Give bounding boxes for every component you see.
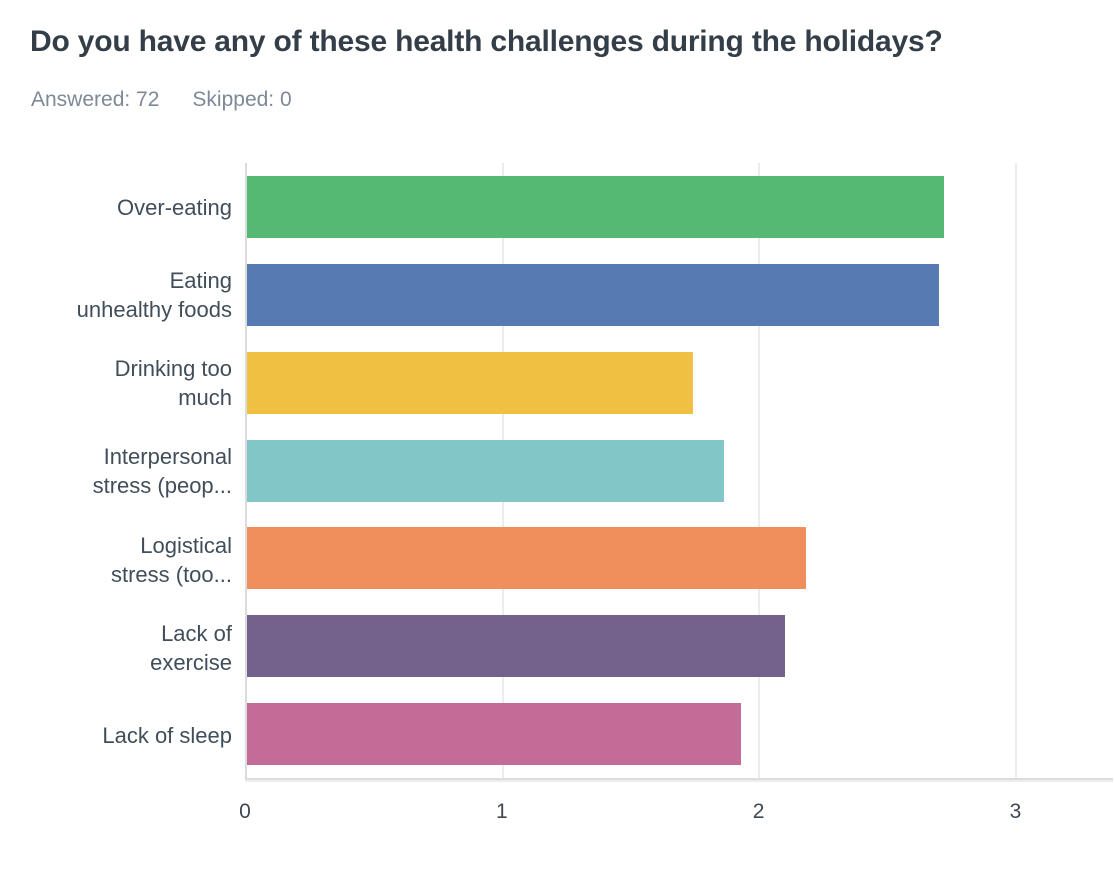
category-label: Drinking too much bbox=[0, 339, 232, 427]
category-label-text: Lack of exercise bbox=[150, 620, 232, 675]
answered-count: Answered: 72 bbox=[31, 88, 160, 111]
bar bbox=[247, 175, 944, 238]
category-label: Lack of sleep bbox=[0, 692, 232, 780]
bar-row bbox=[247, 602, 1113, 690]
x-axis-ticks: 0 1 2 3 bbox=[239, 800, 1113, 830]
category-label: Lack of exercise bbox=[0, 604, 232, 692]
bar-row bbox=[247, 427, 1113, 515]
bar-row bbox=[247, 163, 1113, 251]
category-label: Over-eating bbox=[0, 163, 232, 251]
category-label-text: Eating unhealthy foods bbox=[76, 268, 232, 323]
bar bbox=[247, 439, 724, 502]
x-tick-label: 2 bbox=[752, 800, 765, 823]
gridline bbox=[758, 163, 761, 778]
category-label-text: Over-eating bbox=[117, 194, 232, 220]
plot-area bbox=[245, 163, 1113, 780]
category-label-text: Drinking too much bbox=[114, 356, 232, 411]
bar bbox=[247, 351, 693, 414]
category-label: Eating unhealthy foods bbox=[0, 251, 232, 339]
gridline bbox=[1014, 163, 1017, 778]
category-label: Interpersonal stress (peop... bbox=[0, 427, 232, 515]
category-label-text: Logistical stress (too... bbox=[110, 532, 232, 587]
bar bbox=[247, 703, 742, 766]
response-stats: Answered: 72 Skipped: 0 bbox=[31, 88, 292, 112]
category-label-text: Lack of sleep bbox=[102, 723, 232, 749]
category-labels: Over-eating Eating unhealthy foods Drinkin… bbox=[0, 163, 232, 780]
category-label: Logistical stress (too... bbox=[0, 516, 232, 604]
bar-row bbox=[247, 251, 1113, 339]
x-tick-label: 1 bbox=[495, 800, 508, 823]
bar-row bbox=[247, 514, 1113, 602]
question-title: Do you have any of these health challeng… bbox=[30, 25, 943, 58]
x-tick-label: 0 bbox=[239, 800, 251, 823]
x-tick-label: 3 bbox=[1009, 800, 1022, 823]
bar-row bbox=[247, 690, 1113, 778]
bar bbox=[247, 527, 806, 590]
bar bbox=[247, 263, 939, 326]
bar-row bbox=[247, 339, 1113, 427]
bar bbox=[247, 615, 786, 678]
skipped-count: Skipped: 0 bbox=[192, 88, 292, 111]
bar-chart: Over-eating Eating unhealthy foods Drinkin… bbox=[0, 163, 1114, 863]
category-label-text: Interpersonal stress (peop... bbox=[92, 444, 232, 499]
